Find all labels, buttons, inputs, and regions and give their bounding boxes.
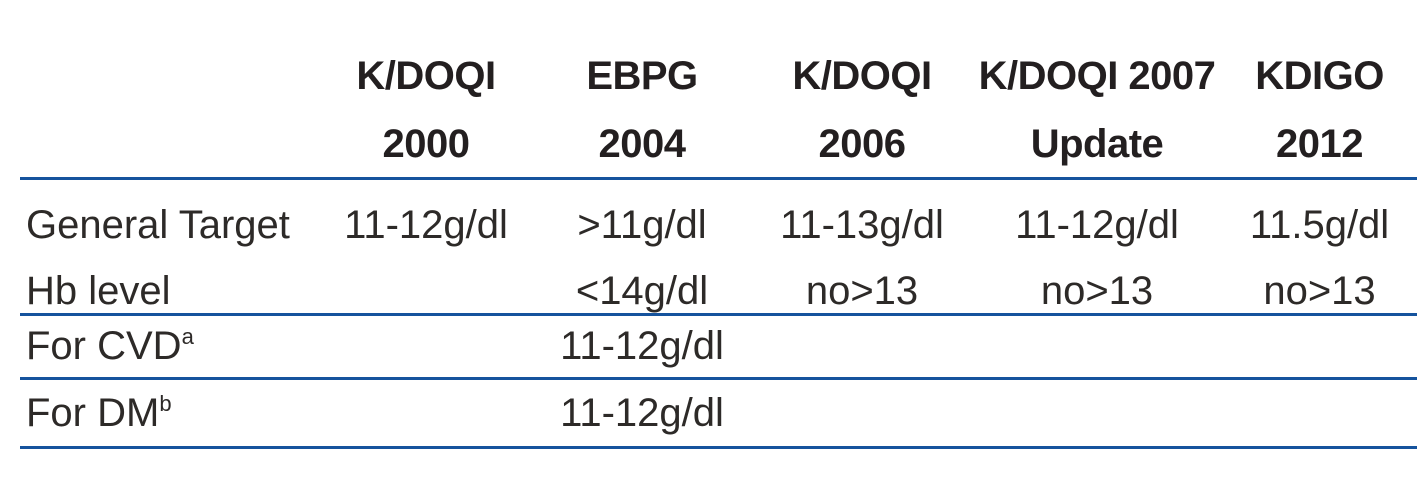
cell-general-target-kdoqi-2000: 11-12g/dl <box>344 202 508 247</box>
cell-for-dm-kdoqi-2007 <box>972 378 1222 449</box>
header-kdoqi-2000-line2: 2000 <box>320 112 532 180</box>
cell-for-cvd-ebpg-2004: 11-12g/dl <box>532 314 752 380</box>
for-dm-group: For DMb 11-12g/dl <box>20 378 1417 449</box>
row-general-target: General Target 11-12g/dl >11g/dl 11-13g/… <box>20 178 1417 270</box>
header-kdoqi-2000-line1: K/DOQI <box>356 54 496 98</box>
general-target-group: General Target 11-12g/dl >11g/dl 11-13g/… <box>20 178 1417 316</box>
row-label-for-dm: For DMb <box>20 378 320 449</box>
header-kdoqi-2007-update-line1: K/DOQI 2007 <box>978 54 1216 98</box>
cell-hb-level-ebpg-2004: <14g/dl <box>532 270 752 316</box>
cell-for-cvd-kdigo-2012 <box>1222 314 1417 380</box>
cell-hb-level-kdoqi-2007: no>13 <box>972 270 1222 316</box>
cell-for-cvd-kdoqi-2000 <box>320 314 532 380</box>
cell-hb-level-kdoqi-2006: no>13 <box>752 270 972 316</box>
header-kdigo-2012-line2: 2012 <box>1222 112 1417 180</box>
cell-for-cvd-kdoqi-2006 <box>752 314 972 380</box>
cell-for-cvd-kdoqi-2007 <box>972 314 1222 380</box>
for-dm-label: For DM <box>26 390 160 435</box>
row-label-hb-level: Hb level <box>20 270 320 316</box>
cell-general-target-ebpg-2004: >11g/dl <box>577 202 707 247</box>
row-label-general-target: General Target <box>26 202 290 247</box>
cell-hb-level-kdoqi-2000 <box>320 270 532 316</box>
header-ebpg-2004-line2: 2004 <box>532 112 752 180</box>
cell-for-dm-kdoqi-2006 <box>752 378 972 449</box>
for-cvd-label: For CVD <box>26 324 182 368</box>
header-kdigo-2012-line1: KDIGO <box>1255 54 1384 98</box>
cell-for-dm-kdoqi-2000 <box>320 378 532 449</box>
cell-general-target-kdigo-2012: 11.5g/dl <box>1249 202 1390 247</box>
header-kdoqi-2006-line2: 2006 <box>752 112 972 180</box>
table-header: K/DOQI EBPG K/DOQI K/DOQI 2007 KDIGO 200… <box>20 40 1417 180</box>
hb-target-guidelines-table: K/DOQI EBPG K/DOQI K/DOQI 2007 KDIGO 200… <box>20 40 1417 449</box>
header-kdoqi-2006-line1: K/DOQI <box>792 54 932 98</box>
cell-for-dm-ebpg-2004: 11-12g/dl <box>532 378 752 449</box>
cell-for-dm-kdigo-2012 <box>1222 378 1417 449</box>
header-empty-cell <box>20 40 320 112</box>
header-empty-cell <box>20 112 320 180</box>
cell-general-target-kdoqi-2007: 11-12g/dl <box>1015 202 1179 247</box>
cell-general-target-kdoqi-2006: 11-13g/dl <box>780 202 944 247</box>
header-ebpg-2004-line1: EBPG <box>586 54 698 98</box>
header-row-line1: K/DOQI EBPG K/DOQI K/DOQI 2007 KDIGO <box>20 40 1417 112</box>
row-hb-level: Hb level <14g/dl no>13 no>13 no>13 <box>20 270 1417 316</box>
row-for-cvd: For CVDa 11-12g/dl <box>20 314 1417 380</box>
cell-hb-level-kdigo-2012: no>13 <box>1222 270 1417 316</box>
header-kdoqi-2007-update-line2: Update <box>972 112 1222 180</box>
row-label-for-cvd: For CVDa <box>20 314 320 380</box>
footnote-marker-b: b <box>159 390 172 416</box>
header-row-line2: 2000 2004 2006 Update 2012 <box>20 112 1417 180</box>
footnote-marker-a: a <box>181 324 194 349</box>
row-for-dm: For DMb 11-12g/dl <box>20 378 1417 449</box>
for-cvd-group: For CVDa 11-12g/dl <box>20 314 1417 380</box>
